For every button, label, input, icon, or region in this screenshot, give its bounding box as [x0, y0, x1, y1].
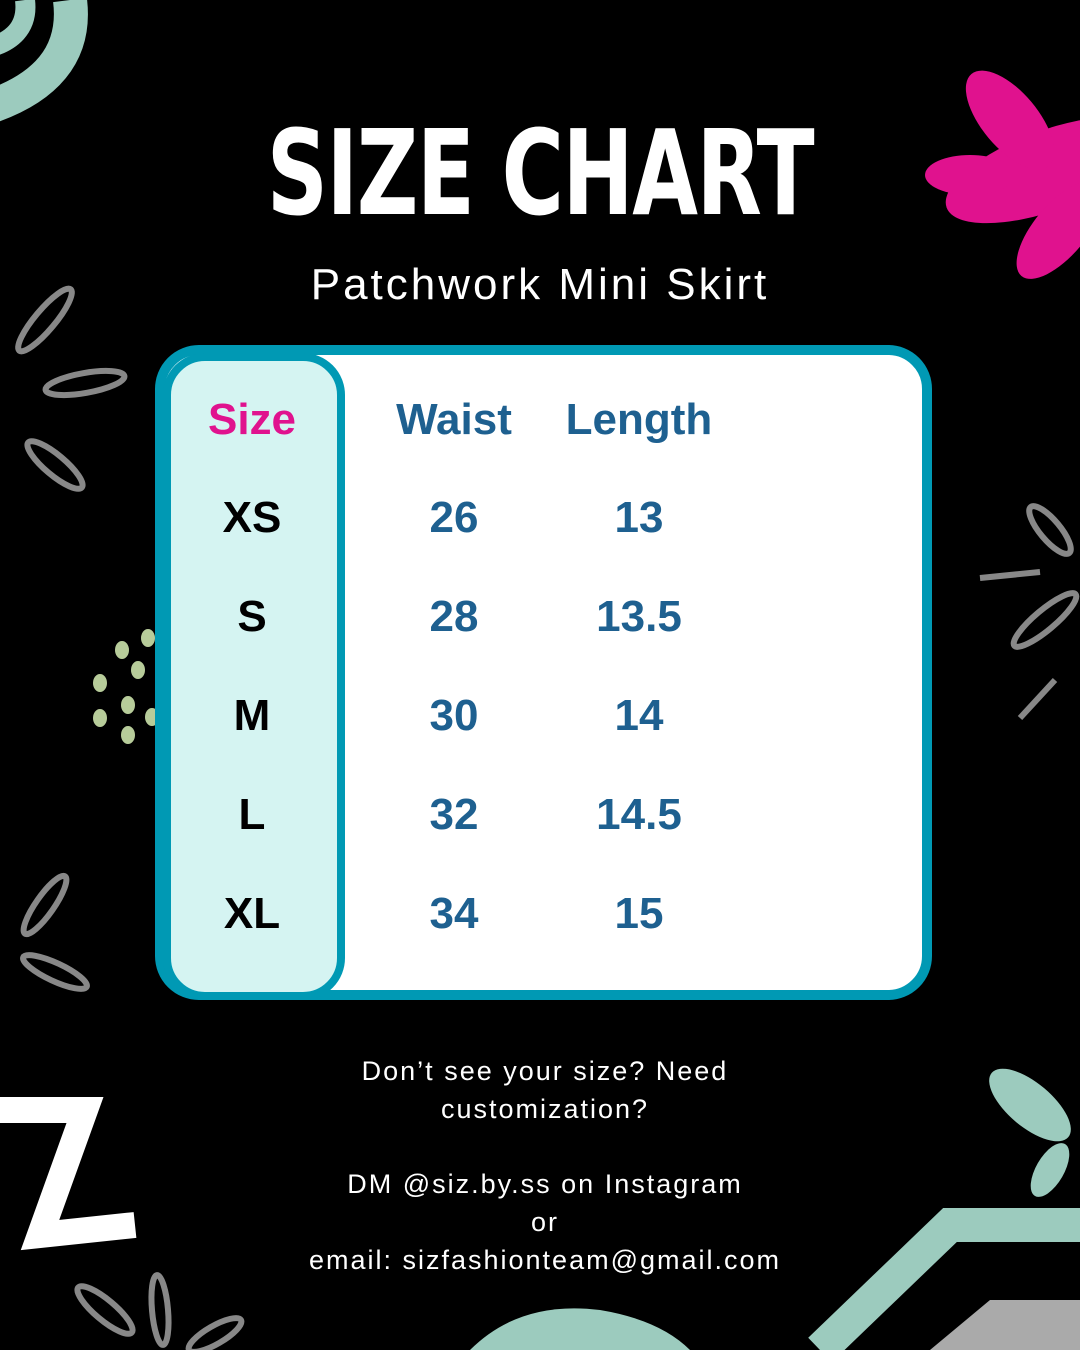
grey-leaves [15, 285, 1080, 1350]
cell-length: 13 [614, 493, 664, 542]
cell-waist: 28 [429, 592, 479, 641]
page-title: SIZE CHART [266, 104, 815, 242]
header-length: Length [565, 395, 713, 444]
pink-flower [925, 70, 1080, 279]
size-column [163, 353, 345, 1000]
cell-length: 14 [614, 691, 664, 740]
grey-shape [930, 1300, 1080, 1350]
cell-waist: 30 [429, 691, 479, 740]
footer-line-2: customization? [440, 1094, 650, 1124]
cell-size: S [237, 592, 267, 641]
mint-leaf [989, 1068, 1071, 1197]
cell-waist: 26 [429, 493, 479, 542]
cell-length: 13.5 [596, 592, 682, 641]
cell-size: XL [223, 889, 281, 938]
white-z [0, 1097, 137, 1251]
header-size: Size [207, 395, 297, 444]
cell-waist: 32 [429, 790, 479, 839]
cell-size: XS [222, 493, 282, 542]
size-table: Size Waist Length XS 26 13 S 28 13.5 M 30 14 L 32 1… [155, 345, 932, 1000]
cell-size: M [233, 691, 271, 740]
footer-email: email: sizfashionteam@gmail.com [308, 1245, 782, 1275]
mint-swirl-inner [0, 0, 36, 55]
footer-line-1: Don’t see your size? Need [361, 1056, 729, 1086]
product-name: Patchwork Mini Skirt [310, 260, 770, 309]
mint-shape [808, 1208, 1080, 1350]
green-dots [93, 629, 159, 744]
mint-mound [470, 1308, 690, 1350]
cell-waist: 34 [429, 889, 479, 938]
mint-swirl [0, 0, 88, 122]
footer-or: or [530, 1207, 559, 1237]
cell-length: 14.5 [596, 790, 682, 839]
header-waist: Waist [396, 395, 512, 444]
cell-size: L [238, 790, 266, 839]
cell-length: 15 [614, 889, 664, 938]
footer-instagram: DM @siz.by.ss on Instagram [347, 1169, 743, 1199]
